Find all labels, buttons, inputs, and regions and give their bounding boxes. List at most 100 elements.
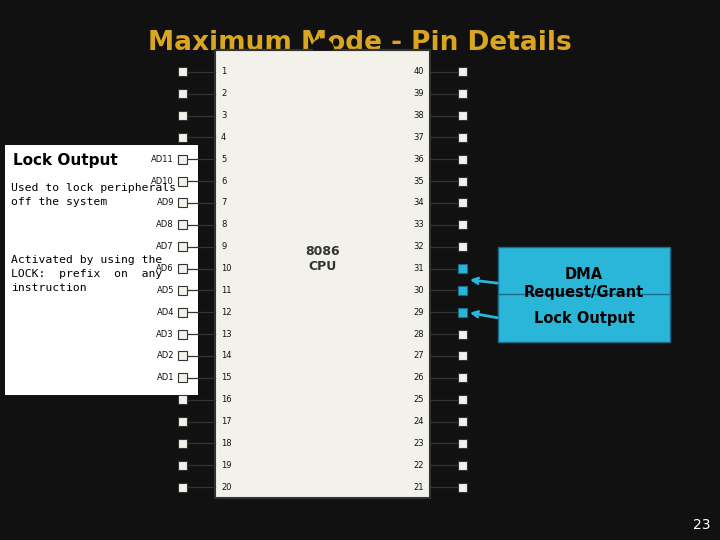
Text: 9: 9 <box>221 242 226 251</box>
Bar <box>178 68 187 76</box>
Bar <box>178 199 187 207</box>
Text: INTR: INTR <box>154 439 174 448</box>
Bar <box>458 177 467 186</box>
Bar <box>458 439 467 448</box>
Text: T̅E̅S̅T̅: T̅E̅S̅T̅ <box>471 439 492 448</box>
Text: VCC: VCC <box>471 68 488 76</box>
Bar <box>178 461 187 470</box>
Bar <box>178 286 187 295</box>
Text: CLK: CLK <box>158 461 174 470</box>
Text: RESET: RESET <box>471 483 498 491</box>
Text: AD0: AD0 <box>156 395 174 404</box>
Text: 27: 27 <box>413 352 424 361</box>
Text: QS0: QS0 <box>471 395 488 404</box>
Text: 8: 8 <box>221 220 226 230</box>
Text: S̅1̅: S̅1̅ <box>471 352 482 361</box>
Text: Activated by using the
LOCK:  prefix  on  any
instruction: Activated by using the LOCK: prefix on a… <box>11 255 162 293</box>
Text: 24: 24 <box>413 417 424 426</box>
Bar <box>178 155 187 164</box>
Bar <box>458 133 467 142</box>
Bar <box>458 264 467 273</box>
Text: R̅Q̅/GT1: R̅Q̅/GT1 <box>471 286 503 295</box>
Text: 4: 4 <box>221 133 226 142</box>
Text: R̅Q̅/GT0: R̅Q̅/GT0 <box>471 264 503 273</box>
Bar <box>178 483 187 491</box>
Text: 22: 22 <box>413 461 424 470</box>
Bar <box>458 111 467 120</box>
Bar <box>458 199 467 207</box>
Text: AD13: AD13 <box>151 111 174 120</box>
Bar <box>178 395 187 404</box>
Text: 8086
CPU: 8086 CPU <box>305 245 340 273</box>
Text: READY: READY <box>471 461 499 470</box>
Text: 40: 40 <box>413 68 424 76</box>
Text: AD9: AD9 <box>156 199 174 207</box>
Text: 19: 19 <box>221 461 232 470</box>
Text: A19/S6: A19/S6 <box>471 177 500 186</box>
Bar <box>458 220 467 230</box>
Text: 23: 23 <box>693 518 710 532</box>
Bar <box>458 308 467 317</box>
Text: B̅H̅E̅/S7: B̅H̅E̅/S7 <box>471 199 502 207</box>
Text: 17: 17 <box>221 417 232 426</box>
Bar <box>458 155 467 164</box>
Text: 35: 35 <box>413 177 424 186</box>
Bar <box>178 439 187 448</box>
Text: S̅0̅: S̅0̅ <box>471 373 482 382</box>
Bar <box>458 373 467 382</box>
Text: LOCK: LOCK <box>471 308 493 317</box>
Text: 33: 33 <box>413 220 424 230</box>
Text: A18/S5: A18/S5 <box>471 155 500 164</box>
Bar <box>458 352 467 361</box>
Bar <box>178 373 187 382</box>
Bar <box>178 133 187 142</box>
Text: AD12: AD12 <box>151 133 174 142</box>
Text: AD10: AD10 <box>151 177 174 186</box>
Text: 15: 15 <box>221 373 232 382</box>
Text: NMI: NMI <box>158 417 174 426</box>
Bar <box>458 395 467 404</box>
Text: 34: 34 <box>413 199 424 207</box>
Bar <box>458 89 467 98</box>
Bar <box>178 352 187 361</box>
Text: AD1: AD1 <box>156 373 174 382</box>
Text: 26: 26 <box>413 373 424 382</box>
Text: 5: 5 <box>221 155 226 164</box>
Bar <box>178 220 187 230</box>
Text: 18: 18 <box>221 439 232 448</box>
Bar <box>178 264 187 273</box>
Text: M̅N̅/MX: M̅N̅/MX <box>471 220 500 230</box>
Text: Used to lock peripherals
off the system: Used to lock peripherals off the system <box>11 183 176 207</box>
Text: 11: 11 <box>221 286 232 295</box>
Text: 20: 20 <box>221 483 232 491</box>
Text: 21: 21 <box>413 483 424 491</box>
Text: GND: GND <box>155 68 174 76</box>
Text: 28: 28 <box>413 329 424 339</box>
Text: AD2: AD2 <box>156 352 174 361</box>
Bar <box>458 461 467 470</box>
Text: AD8: AD8 <box>156 220 174 230</box>
Text: 16: 16 <box>221 395 232 404</box>
Text: 7: 7 <box>221 199 226 207</box>
Bar <box>458 329 467 339</box>
Text: 32: 32 <box>413 242 424 251</box>
Text: 10: 10 <box>221 264 232 273</box>
Text: 23: 23 <box>413 439 424 448</box>
FancyBboxPatch shape <box>498 247 670 320</box>
Text: R̅D̅: R̅D̅ <box>471 242 483 251</box>
Bar <box>458 483 467 491</box>
Text: 36: 36 <box>413 155 424 164</box>
Text: 13: 13 <box>221 329 232 339</box>
Text: 30: 30 <box>413 286 424 295</box>
Text: S̅2̅: S̅2̅ <box>471 329 482 339</box>
Text: DMA
Request/Grant: DMA Request/Grant <box>524 267 644 300</box>
Text: 25: 25 <box>413 395 424 404</box>
Bar <box>178 308 187 317</box>
Text: 39: 39 <box>413 89 424 98</box>
Text: 6: 6 <box>221 177 226 186</box>
Bar <box>458 68 467 76</box>
Text: 1: 1 <box>221 68 226 76</box>
Bar <box>458 286 467 295</box>
Text: 2: 2 <box>221 89 226 98</box>
Text: AD6: AD6 <box>156 264 174 273</box>
